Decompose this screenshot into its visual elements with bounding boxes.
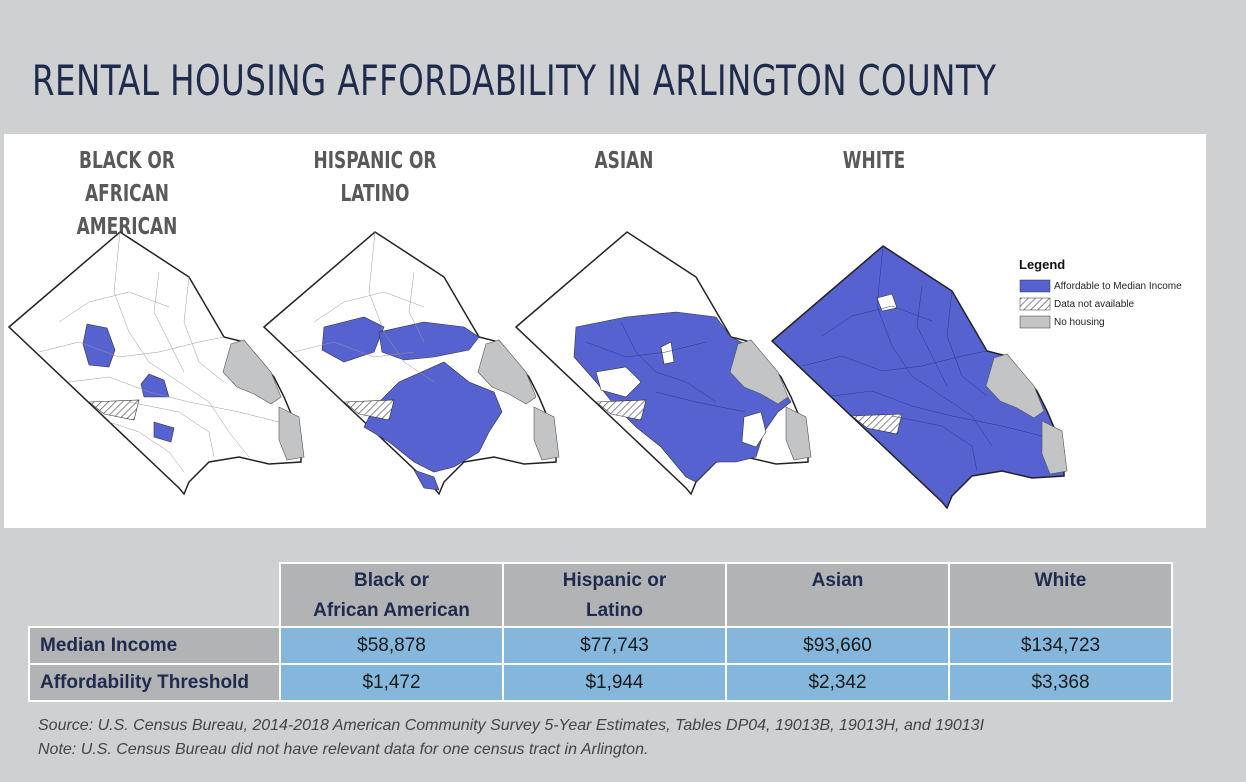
legend-swatch-affordable [1019, 279, 1051, 293]
tract-lines [801, 245, 1043, 472]
no-data-tract [851, 413, 903, 435]
no-housing-area [533, 406, 560, 461]
map-white [770, 245, 1068, 510]
maps-canvas: Legend Affordable to Median Income Data … [7, 231, 1182, 510]
table-row: Affordability Threshold $1,472 $1,944 $2… [28, 663, 1173, 702]
unaffordable-area [595, 366, 642, 398]
table-cell: $1,944 [502, 663, 727, 702]
col-head-asian: Asian [725, 562, 950, 628]
map-asian [514, 231, 812, 496]
col-head-black: Black or African American [279, 562, 504, 628]
table-corner [29, 563, 280, 627]
legend-swatch-no-housing [1019, 315, 1051, 329]
map-panel: BLACK OR AFRICAN AMERICAN HISPANIC OR LA… [4, 134, 1206, 528]
legend-label-affordable: Affordable to Median Income [1054, 281, 1182, 292]
no-data-tract [595, 399, 647, 421]
tract-lines [585, 321, 747, 413]
no-housing-area [278, 406, 305, 461]
no-housing-area [729, 339, 789, 405]
map-title-white: WHITE [842, 148, 906, 174]
col-head-white: White [948, 562, 1173, 628]
affordable-area [153, 421, 175, 443]
no-housing-area [785, 406, 812, 461]
affordable-area [321, 316, 385, 363]
tract-lines [38, 231, 280, 473]
header-band: RENTAL HOUSING AFFORDABILITY IN ARLINGTO… [4, 4, 1240, 132]
no-housing-area [1041, 420, 1068, 475]
legend: Legend Affordable to Median Income Data … [1019, 257, 1182, 329]
tract-lines [293, 231, 435, 383]
table-cell: $3,368 [948, 663, 1173, 702]
page-title: RENTAL HOUSING AFFORDABILITY IN ARLINGTO… [32, 56, 997, 105]
table-cell: $134,723 [948, 626, 1173, 665]
table-cell: $77,743 [502, 626, 727, 665]
no-data-tract [343, 399, 395, 421]
col-head-hispanic: Hispanic or Latino [502, 562, 727, 628]
unaffordable-area [741, 411, 767, 448]
table-cell: $1,472 [279, 663, 504, 702]
map-black [7, 231, 305, 496]
row-label-median-income: Median Income [28, 626, 281, 665]
map-title-black: BLACK OR AFRICAN AMERICAN [76, 148, 178, 240]
source-note: Source: U.S. Census Bureau, 2014-2018 Am… [38, 717, 985, 734]
affordable-area [378, 321, 480, 361]
table-cell: $58,878 [279, 626, 504, 665]
table-cell: $93,660 [725, 626, 950, 665]
legend-label-no-housing: No housing [1054, 317, 1105, 328]
legend-swatch-no-data [1019, 297, 1051, 311]
no-data-tract [88, 399, 140, 421]
affordable-area [363, 361, 503, 473]
table-row: Median Income $58,878 $77,743 $93,660 $1… [28, 626, 1173, 665]
map-title-hispanic: HISPANIC OR LATINO [313, 148, 437, 207]
map-hispanic [262, 231, 560, 496]
table-header-row: Black or African American Hispanic or La… [29, 562, 1173, 628]
unaffordable-area [660, 341, 675, 365]
row-label-affordability-threshold: Affordability Threshold [28, 663, 281, 702]
no-housing-area [477, 339, 537, 405]
no-housing-area [222, 339, 282, 405]
map-title-asian: ASIAN [594, 148, 654, 174]
legend-label-no-data: Data not available [1054, 299, 1134, 310]
legend-title: Legend [1019, 257, 1065, 272]
footnotes: Source: U.S. Census Bureau, 2014-2018 Am… [38, 714, 984, 762]
affordable-area [82, 323, 116, 368]
affordable-area [413, 469, 440, 491]
income-table: Black or African American Hispanic or La… [28, 562, 1173, 702]
data-note: Note: U.S. Census Bureau did not have re… [38, 741, 649, 758]
affordable-area [140, 373, 170, 398]
no-housing-area [985, 353, 1045, 419]
table-cell: $2,342 [725, 663, 950, 702]
